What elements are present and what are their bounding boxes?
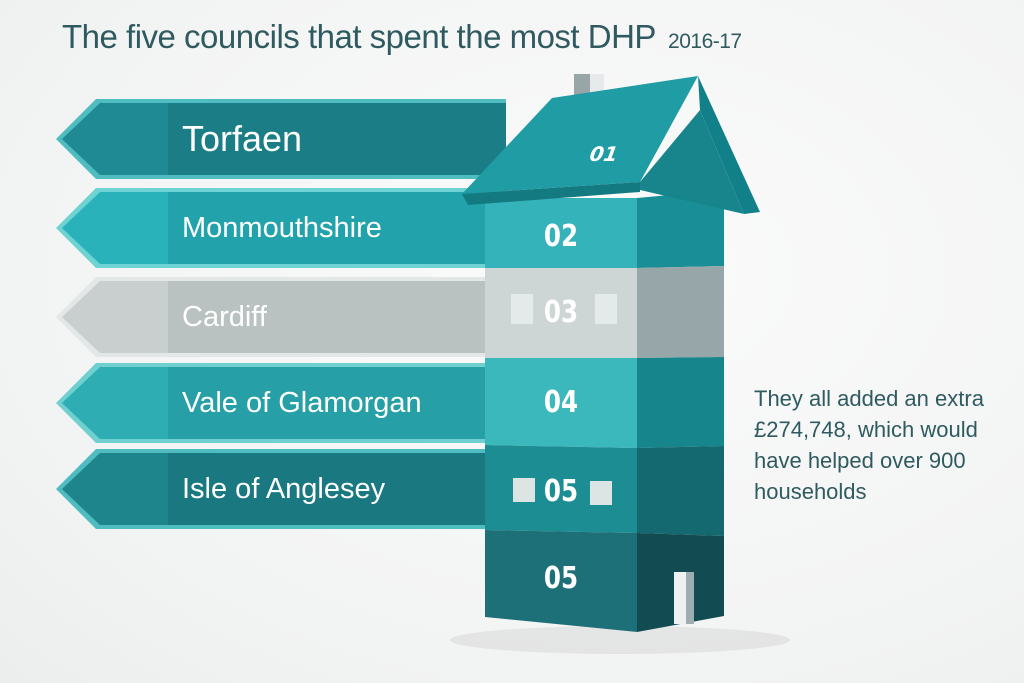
roof-rank-label: 01 [587, 142, 620, 166]
arrow-shape-icon [56, 449, 506, 529]
council-arrow-cardiff: Cardiff [56, 277, 506, 357]
title-year: 2016-17 [668, 30, 742, 53]
council-name: Monmouthshire [182, 212, 382, 244]
arrow-shape-icon [56, 363, 506, 443]
title-text: The five councils that spent the most DH… [62, 18, 656, 55]
window-icon [590, 481, 612, 505]
floor-rank-label: 03 [543, 295, 579, 330]
council-name: Isle of Anglesey [182, 473, 386, 505]
window-icon [595, 294, 617, 324]
summary-note: They all added an extra £274,748, which … [754, 386, 984, 504]
page-title: The five councils that spent the most DH… [62, 18, 742, 56]
council-name: Vale of Glamorgan [182, 387, 422, 419]
floor-rank-label: 04 [543, 385, 579, 420]
arrow-shape-icon [56, 277, 506, 357]
council-name: Cardiff [182, 301, 267, 333]
window-icon [511, 294, 533, 324]
arrow-shape-icon [56, 188, 506, 268]
arrow-shape-icon [56, 99, 506, 179]
floor-rank-label: 05 [543, 474, 579, 509]
floor-rank-label: 02 [543, 219, 579, 254]
council-name: Torfaen [182, 118, 303, 159]
floor-rank-label: 05 [543, 561, 579, 596]
council-arrow-torfaen: Torfaen [56, 99, 506, 179]
council-arrow-isle-of-anglesey: Isle of Anglesey [56, 449, 506, 529]
door-icon [674, 572, 686, 624]
roof-icon [462, 76, 698, 194]
council-arrow-monmouthshire: Monmouthshire [56, 188, 506, 268]
council-arrow-vale-of-glamorgan: Vale of Glamorgan [56, 363, 506, 443]
window-icon [513, 478, 535, 502]
